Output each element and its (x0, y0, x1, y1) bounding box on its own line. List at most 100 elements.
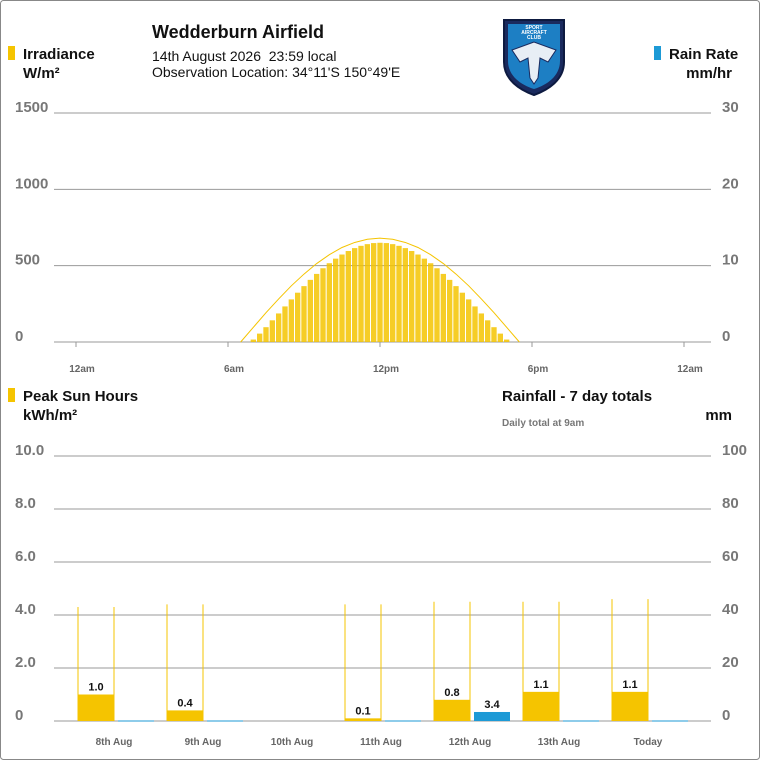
irradiance-bar (295, 292, 301, 342)
irradiance-bar (421, 258, 427, 342)
x-tick-label: 10th Aug (271, 737, 313, 748)
value-label: 1.1 (533, 679, 548, 691)
irradiance-bar (358, 245, 364, 342)
irradiance-bar (288, 299, 294, 342)
legend-label: Irradiance (23, 46, 95, 63)
irradiance-bar (282, 306, 288, 342)
x-tick-label: 8th Aug (96, 737, 133, 748)
logo-eagle (511, 41, 557, 85)
y-tick-label: 500 (15, 252, 40, 269)
legend-label: Rain Rate (669, 46, 738, 63)
y2-tick-label: 60 (722, 548, 739, 565)
chart-subtitle: Daily total at 9am (502, 418, 584, 429)
y-axis-unit: W/m² (23, 65, 60, 82)
logo-text: AIRCRAFT (521, 30, 547, 36)
obs-date: 14th August 2026 23:59 local (152, 48, 336, 64)
x-tick-label: 11th Aug (360, 737, 402, 748)
irradiance-bar (466, 299, 472, 342)
irradiance-bar (377, 242, 383, 342)
bar (612, 691, 648, 721)
irradiance-bar (320, 268, 326, 342)
irradiance-bar (352, 248, 358, 342)
y2-tick-label: 20 (722, 654, 739, 671)
irradiance-bar (396, 245, 402, 342)
y-axis-unit: kWh/m² (23, 407, 77, 424)
irradiance-bar (472, 306, 478, 342)
y2-tick-label: 40 (722, 601, 739, 618)
value-label: 0.1 (355, 705, 370, 717)
irradiance-bar (497, 333, 503, 342)
y-tick-label: 0 (15, 707, 23, 724)
y-tick-label: 10.0 (15, 442, 44, 459)
station-title: Wedderburn Airfield (152, 22, 324, 42)
y-tick-label: 1000 (15, 175, 48, 192)
irradiance-bar (491, 327, 497, 342)
y2-tick-label: 80 (722, 495, 739, 512)
y2-tick-label: 10 (722, 252, 739, 269)
x-tick-label: 9th Aug (185, 737, 222, 748)
club-logo: SPORT AIRCRAFT CLUB (503, 19, 565, 97)
irradiance-bar (276, 313, 282, 342)
irradiance-bar (364, 244, 370, 342)
irradiance-bar (428, 263, 434, 342)
irradiance-bar (307, 279, 313, 342)
x-tick-label: 6pm (528, 364, 549, 375)
bar (523, 691, 559, 721)
x-tick-label: 6am (224, 364, 244, 375)
irradiance-bar (459, 292, 465, 342)
value-label: 0.4 (177, 697, 193, 709)
x-tick-label: Today (634, 737, 663, 748)
irradiance-bar (409, 251, 415, 342)
bar (345, 718, 381, 721)
irradiance-bar (301, 286, 307, 342)
legend-swatch (8, 388, 15, 402)
irradiance-bar (390, 244, 396, 342)
irradiance-bar (504, 339, 510, 342)
irradiance-bar (478, 313, 484, 342)
value-label: 1.0 (88, 682, 103, 694)
irradiance-bar (453, 286, 459, 342)
irradiance-bar (371, 243, 377, 342)
logo-text: CLUB (527, 35, 541, 41)
irradiance-bar (415, 254, 421, 342)
irradiance-bar (339, 254, 345, 342)
irradiance-bar (250, 339, 256, 342)
y2-tick-label: 100 (722, 442, 747, 459)
irradiance-bar (314, 273, 320, 342)
irradiance-bar (257, 333, 263, 342)
irradiance-bar (434, 268, 440, 342)
x-tick-label: 12am (677, 364, 703, 375)
bar (474, 711, 510, 721)
legend-swatch (654, 46, 661, 60)
y2-axis-unit: mm (705, 407, 732, 424)
y2-tick-label: 0 (722, 707, 730, 724)
irradiance-bar (383, 243, 389, 342)
bar (167, 710, 203, 721)
obs-location: Observation Location: 34°11'S 150°49'E (152, 64, 400, 80)
legend-label: Rainfall - 7 day totals (502, 388, 652, 405)
y-tick-label: 0 (15, 328, 23, 345)
y2-tick-label: 0 (722, 328, 730, 345)
y2-tick-label: 30 (722, 99, 739, 116)
irradiance-bar (269, 320, 275, 342)
irradiance-bar (263, 327, 269, 342)
irradiance-bar (440, 273, 446, 342)
value-label: 1.1 (622, 679, 637, 691)
legend-label: Peak Sun Hours (23, 388, 138, 405)
irradiance-bar (402, 248, 408, 342)
irradiance-bar (447, 279, 453, 342)
y-tick-label: 2.0 (15, 654, 36, 671)
y-tick-label: 8.0 (15, 495, 36, 512)
bar (434, 699, 470, 721)
y2-axis-unit: mm/hr (686, 65, 732, 82)
bar (78, 694, 114, 721)
clear-sky-curve (240, 237, 520, 343)
x-tick-label: 12am (69, 364, 95, 375)
y-tick-label: 6.0 (15, 548, 36, 565)
y2-tick-label: 20 (722, 175, 739, 192)
value-label: 3.4 (484, 699, 500, 711)
value-label: 0.8 (444, 687, 459, 699)
irradiance-bar (333, 258, 339, 342)
irradiance-bar (326, 263, 332, 342)
